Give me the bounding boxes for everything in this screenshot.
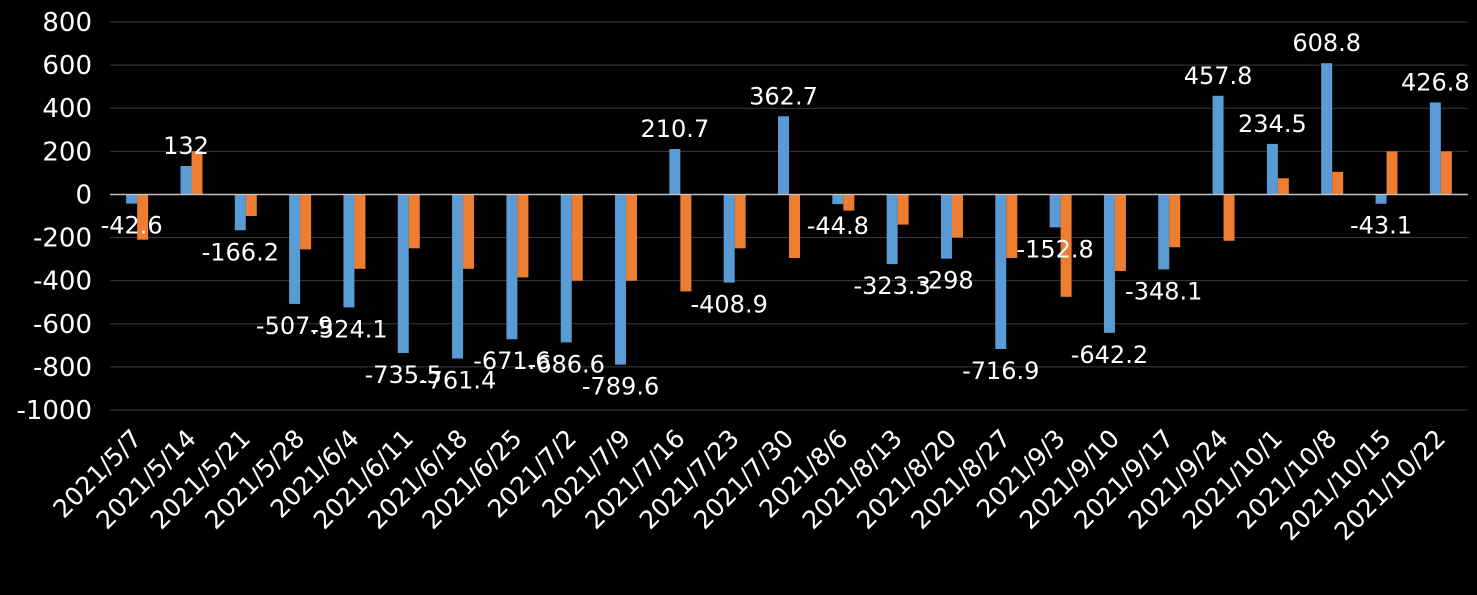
bar-series-2 bbox=[354, 194, 366, 269]
bar-series-2 bbox=[1114, 194, 1126, 271]
data-label: -686.6 bbox=[528, 350, 605, 378]
data-label: -166.2 bbox=[202, 238, 279, 266]
bar-series-2 bbox=[571, 194, 583, 281]
y-tick-label: -600 bbox=[33, 310, 92, 340]
data-label: -761.4 bbox=[419, 367, 496, 395]
bar-series-1 bbox=[1158, 194, 1170, 270]
y-tick-label: -1000 bbox=[16, 396, 92, 426]
bar-series-2 bbox=[1006, 194, 1018, 259]
bar-series-1 bbox=[1321, 63, 1333, 195]
data-label: 426.8 bbox=[1401, 68, 1470, 96]
bar-series-2 bbox=[300, 194, 312, 250]
bar-series-2 bbox=[517, 194, 529, 278]
data-label: -408.9 bbox=[690, 291, 767, 319]
bar-series-2 bbox=[734, 194, 746, 249]
data-label: -152.8 bbox=[1016, 235, 1093, 263]
y-tick-label: 200 bbox=[42, 137, 92, 167]
bar-series-1 bbox=[1103, 194, 1115, 333]
bar-series-1 bbox=[778, 116, 789, 195]
bar-series-1 bbox=[886, 194, 898, 265]
x-axis-tick-labels: 2021/5/72021/5/142021/5/212021/5/282021/… bbox=[48, 424, 1452, 546]
bar-series-2 bbox=[137, 194, 149, 240]
bar-series-1 bbox=[669, 149, 681, 195]
y-tick-label: 400 bbox=[42, 94, 92, 124]
bar-series-2 bbox=[1332, 171, 1344, 195]
bar-series-2 bbox=[191, 151, 203, 195]
data-label: -789.6 bbox=[582, 373, 659, 401]
data-label: -42.6 bbox=[101, 212, 163, 240]
bar-series-1 bbox=[397, 194, 409, 353]
bar-series-1 bbox=[1049, 194, 1061, 228]
bar-series-2 bbox=[1060, 194, 1072, 297]
data-label: 362.7 bbox=[749, 82, 818, 110]
bar-series-1 bbox=[234, 194, 246, 231]
data-label: -43.1 bbox=[1350, 212, 1412, 240]
bar-series-1 bbox=[1429, 102, 1441, 195]
data-label: -642.2 bbox=[1071, 341, 1148, 369]
bar-series-2 bbox=[463, 194, 475, 269]
data-label: 608.8 bbox=[1292, 29, 1361, 57]
bar-series-1 bbox=[180, 165, 192, 195]
bar-series-2 bbox=[626, 194, 638, 281]
bar-series-2 bbox=[1277, 178, 1289, 195]
bar-series-2 bbox=[1223, 194, 1235, 241]
bar-series-1 bbox=[560, 194, 572, 343]
data-label: -524.1 bbox=[310, 315, 387, 343]
data-labels: -42.6132-166.2-507.9-524.1-735.5-761.4-6… bbox=[101, 29, 1470, 400]
data-label: -298 bbox=[919, 267, 973, 295]
bar-series-1 bbox=[126, 194, 138, 204]
y-tick-label: 0 bbox=[75, 180, 92, 210]
bar-series-1 bbox=[723, 194, 735, 283]
bar-series-1 bbox=[832, 194, 844, 205]
data-label: -671.6 bbox=[473, 347, 550, 375]
y-tick-label: -800 bbox=[33, 353, 92, 383]
y-tick-label: -400 bbox=[33, 267, 92, 297]
bar-series-1 bbox=[343, 194, 355, 308]
data-label: -348.1 bbox=[1125, 277, 1202, 305]
data-label: 132 bbox=[163, 132, 209, 160]
bar-series-2 bbox=[897, 194, 909, 225]
bar-series-1 bbox=[1375, 194, 1387, 204]
bar-series-2 bbox=[680, 194, 692, 292]
data-label: -507.9 bbox=[256, 312, 333, 340]
bar-series-1 bbox=[452, 194, 464, 359]
y-axis-tick-labels: 800 600 400 200 0 -200 -400 -600 -800 -1000 bbox=[16, 8, 92, 426]
bar-series-2 bbox=[408, 194, 420, 249]
data-label: -323.3 bbox=[853, 272, 930, 300]
bar-series-1 bbox=[289, 194, 301, 304]
bar-series-1 bbox=[1266, 143, 1278, 195]
bar-series-2 bbox=[1386, 151, 1398, 195]
bar-series-1 bbox=[995, 194, 1007, 349]
bar-series-2 bbox=[1440, 151, 1452, 195]
bar-series-2 bbox=[843, 194, 855, 211]
data-label: -735.5 bbox=[365, 361, 442, 389]
bar-series-2 bbox=[245, 194, 257, 216]
y-tick-label: 600 bbox=[42, 51, 92, 81]
bars bbox=[126, 63, 1452, 365]
data-label: 210.7 bbox=[641, 115, 710, 143]
bar-series-1 bbox=[1212, 95, 1224, 195]
y-tick-label: 800 bbox=[42, 8, 92, 38]
data-label: -716.9 bbox=[962, 357, 1039, 385]
bar-series-1 bbox=[506, 194, 518, 340]
bar-series-2 bbox=[789, 194, 800, 259]
bar-series-1 bbox=[615, 194, 627, 365]
bar-series-2 bbox=[951, 194, 963, 238]
y-tick-label: -200 bbox=[33, 224, 92, 254]
data-label: -44.8 bbox=[807, 212, 869, 240]
data-label: 234.5 bbox=[1238, 110, 1307, 138]
data-label: 457.8 bbox=[1184, 62, 1253, 90]
bar-series-2 bbox=[1169, 194, 1181, 248]
bar-series-1 bbox=[940, 194, 952, 259]
